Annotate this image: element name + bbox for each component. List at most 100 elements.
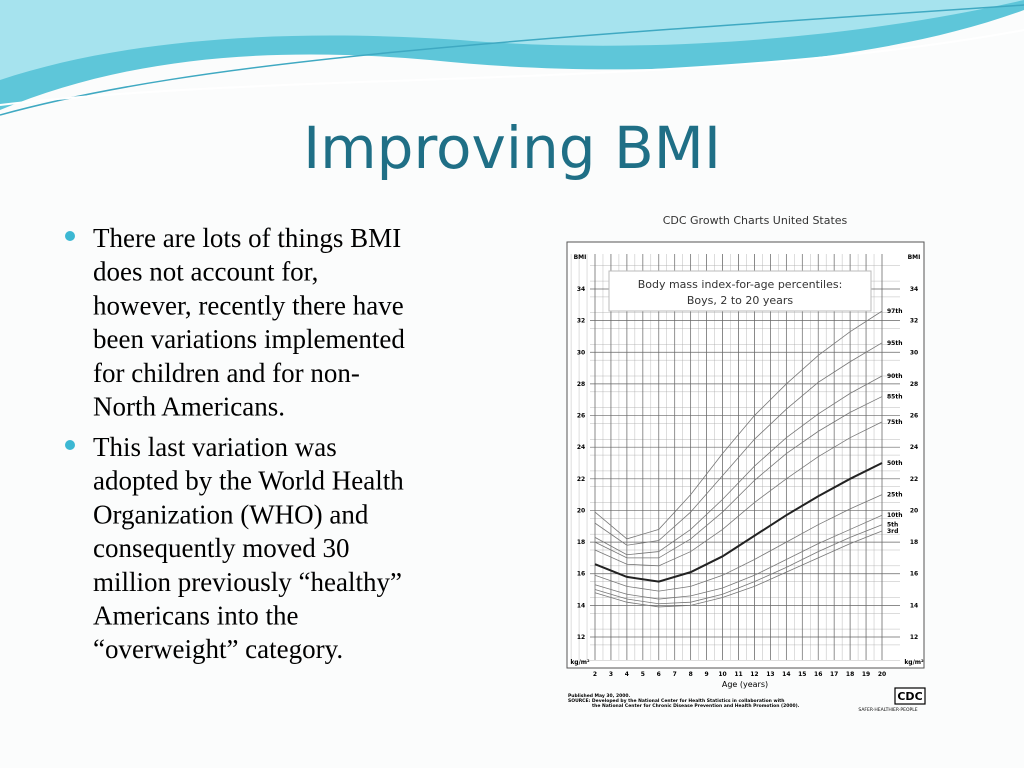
percentile-curve [594, 524, 883, 605]
percentile-curve [594, 310, 883, 540]
footnote: the National Center for Chronic Disease … [592, 703, 800, 709]
x-tick-label: 13 [766, 671, 774, 678]
curve-label: 95th [887, 340, 903, 347]
x-tick-label: 8 [689, 671, 693, 678]
percentile-curve [594, 342, 883, 546]
y-tick-label: 30 [910, 349, 918, 356]
bullet-line: consequently moved 30 [93, 533, 349, 563]
x-tick-label: 10 [718, 671, 726, 678]
x-tick-label: 20 [878, 671, 886, 678]
percentile-curve [594, 494, 883, 592]
curve-label: 10th [887, 512, 903, 519]
y-axis-unit: kg/m² [904, 659, 924, 666]
bullet-line: for children and for non- [93, 358, 360, 388]
x-tick-label: 6 [657, 671, 661, 678]
bullet-line: does not account for, [93, 257, 318, 287]
x-tick-label: 2 [593, 671, 597, 678]
y-axis-label: BMI [574, 254, 587, 261]
y-tick-label: 12 [910, 634, 918, 641]
slide-title: Improving BMI [303, 114, 721, 182]
curve-label: 25th [887, 492, 903, 499]
curve-label: 97th [887, 308, 903, 315]
percentile-curve [594, 396, 883, 559]
bullet-line: however, recently there have [93, 290, 404, 320]
wave-line [0, 29, 1024, 106]
percentile-curve [594, 421, 883, 567]
y-tick-label: 28 [577, 381, 585, 388]
y-axis-unit: kg/m² [570, 659, 590, 666]
curve-label: 85th [887, 394, 903, 401]
x-tick-label: 9 [705, 671, 709, 678]
bullet-list: There are lots of things BMI does not acc… [93, 223, 405, 664]
y-tick-label: 16 [910, 571, 918, 578]
y-tick-label: 22 [910, 476, 918, 483]
y-tick-label: 32 [910, 318, 918, 325]
y-tick-label: 18 [577, 539, 585, 546]
y-tick-label: 26 [577, 413, 585, 420]
bullet-line: been variations implemented [93, 324, 405, 354]
subtitle-box [608, 270, 872, 312]
y-tick-label: 20 [910, 507, 918, 514]
y-tick-label: 18 [910, 539, 918, 546]
y-tick-label: 28 [910, 381, 918, 388]
y-tick-label: 30 [577, 349, 585, 356]
bullet-marker [65, 440, 75, 450]
bullet-marker [65, 231, 75, 241]
bullet-line: There are lots of things BMI [93, 223, 401, 253]
bullet-line: Organization (WHO) and [93, 499, 369, 529]
curve-label: 75th [887, 419, 903, 426]
y-tick-label: 24 [910, 444, 918, 451]
y-axis-label: BMI [908, 254, 921, 261]
y-tick-label: 14 [910, 602, 918, 609]
footnote: Published May 30, 2000. [568, 693, 630, 699]
x-tick-label: 7 [673, 671, 677, 678]
percentile-curve [594, 530, 883, 608]
chart-subtitle: Boys, 2 to 20 years [687, 294, 794, 307]
curve-label: 3rd [887, 528, 898, 535]
bullet-line: This last variation was [93, 432, 337, 462]
chart-title: CDC Growth Charts United States [663, 214, 848, 227]
percentile-curve [594, 514, 883, 600]
percentile-curve [594, 462, 883, 583]
y-tick-label: 24 [577, 444, 585, 451]
x-tick-label: 18 [846, 671, 854, 678]
x-tick-label: 16 [814, 671, 822, 678]
x-axis-label: Age (years) [722, 680, 768, 689]
x-tick-label: 4 [625, 671, 629, 678]
y-tick-label: 16 [577, 571, 585, 578]
y-tick-label: 32 [577, 318, 585, 325]
y-tick-label: 22 [577, 476, 585, 483]
y-tick-label: 12 [577, 634, 585, 641]
logo: CDC [897, 690, 922, 703]
curve-label: 50th [887, 460, 903, 467]
bullet-line: million previously “healthy” [93, 567, 402, 597]
y-tick-label: 20 [577, 507, 585, 514]
x-tick-label: 19 [862, 671, 870, 678]
y-tick-label: 34 [910, 286, 918, 293]
percentile-curve [594, 375, 883, 556]
curve-label: 90th [887, 373, 903, 380]
footnote: SOURCE: Developed by the National Center… [568, 698, 785, 704]
x-tick-label: 3 [609, 671, 613, 678]
y-tick-label: 34 [577, 286, 585, 293]
wave [0, 0, 1024, 80]
y-tick-label: 14 [577, 602, 585, 609]
x-tick-label: 5 [641, 671, 645, 678]
x-tick-label: 17 [830, 671, 838, 678]
x-tick-label: 11 [734, 671, 742, 678]
curve-label: 5th [887, 522, 898, 529]
chart-subtitle: Body mass index-for-age percentiles: [638, 278, 843, 291]
bullet-line: Americans into the [93, 601, 298, 631]
logo-box [894, 687, 926, 705]
x-tick-label: 12 [750, 671, 758, 678]
bullet-line: “overweight” category. [93, 634, 343, 664]
x-tick-label: 15 [798, 671, 806, 678]
logo-tagline: SAFER·HEALTHIER·PEOPLE [858, 707, 917, 713]
bullet-line: adopted by the World Health [93, 466, 404, 496]
y-tick-label: 26 [910, 413, 918, 420]
x-tick-label: 14 [782, 671, 790, 678]
bullet-line: North Americans. [93, 392, 285, 422]
